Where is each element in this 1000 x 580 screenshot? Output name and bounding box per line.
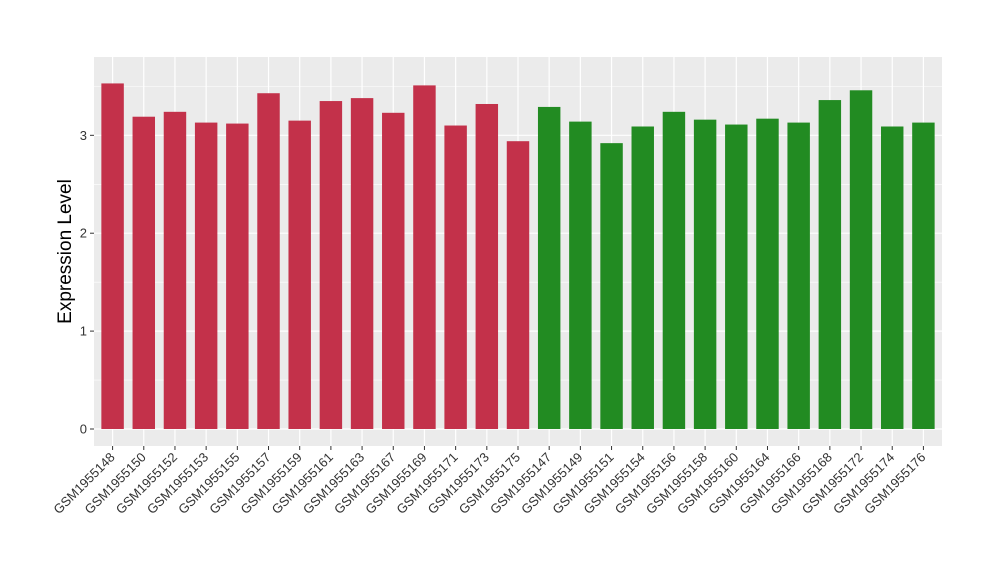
bar-GSM1955158 — [693, 119, 717, 429]
bar-GSM1955156 — [662, 111, 686, 430]
bars — [101, 83, 935, 430]
bar-GSM1955166 — [787, 122, 810, 429]
bar-GSM1955167 — [382, 112, 405, 430]
y-axis: 0 1 2 3 — [80, 128, 94, 437]
bar-GSM1955155 — [226, 123, 249, 429]
bar-GSM1955160 — [725, 124, 748, 430]
bar-GSM1955163 — [350, 98, 374, 430]
bar-GSM1955149 — [569, 121, 592, 429]
bar-GSM1955173 — [475, 103, 499, 429]
y-axis-title: Expression Level — [55, 179, 76, 324]
bar-GSM1955175 — [506, 141, 530, 430]
bar-GSM1955148 — [101, 83, 124, 429]
bar-GSM1955157 — [257, 93, 280, 429]
bar-GSM1955176 — [912, 122, 935, 429]
bar-GSM1955153 — [194, 122, 218, 429]
bar-GSM1955172 — [849, 90, 873, 429]
x-axis: GSM1955148GSM1955150GSM1955152GSM1955153… — [50, 446, 929, 517]
bar-GSM1955169 — [413, 85, 436, 430]
bar-GSM1955159 — [288, 120, 311, 429]
bar-GSM1955154 — [631, 126, 654, 430]
y-tick-label: 3 — [80, 128, 87, 143]
bar-GSM1955150 — [132, 116, 156, 429]
bar-GSM1955164 — [756, 118, 779, 430]
y-tick-label: 0 — [80, 422, 87, 437]
y-tick-label: 1 — [80, 324, 87, 339]
bar-GSM1955151 — [600, 143, 623, 429]
bar-GSM1955161 — [319, 101, 343, 429]
bar-GSM1955174 — [880, 126, 904, 430]
bar-GSM1955152 — [163, 111, 187, 430]
bar-GSM1955171 — [444, 125, 467, 430]
y-tick-label: 2 — [80, 226, 87, 241]
bar-GSM1955168 — [818, 100, 842, 430]
bar-GSM1955147 — [537, 106, 561, 429]
